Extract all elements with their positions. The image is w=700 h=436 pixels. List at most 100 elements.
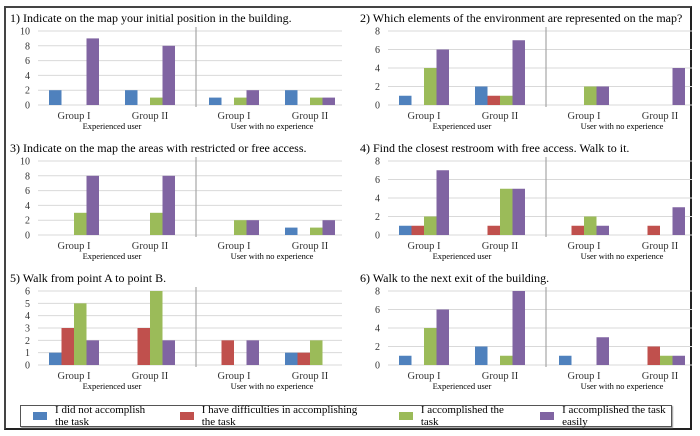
group-label: User with no experience (581, 381, 664, 391)
bar (246, 340, 259, 365)
bar (436, 49, 449, 105)
bar (322, 220, 335, 235)
x-tick-label: Group II (642, 241, 679, 252)
bar (436, 170, 449, 235)
y-tick-label: 6 (375, 305, 380, 316)
y-tick-label: 8 (25, 41, 30, 52)
chart-panel-3: 3) Indicate on the map the areas with re… (6, 140, 346, 270)
y-tick-label: 3 (25, 324, 30, 335)
legend-label: I did not accomplish the task (55, 404, 146, 428)
bar (310, 97, 323, 105)
chart-panel-1: 1) Indicate on the map your initial posi… (6, 10, 346, 140)
x-tick-label: Group I (218, 241, 251, 252)
bar (310, 340, 323, 365)
chart-title: 5) Walk from point A to point B. (10, 271, 167, 285)
chart-title: 1) Indicate on the map your initial posi… (10, 11, 292, 25)
bar (672, 207, 685, 235)
chart-title: 6) Walk to the next exit of the building… (360, 271, 550, 285)
bar (310, 227, 323, 235)
x-tick-label: Group II (482, 241, 519, 252)
x-tick-label: Group I (58, 241, 91, 252)
bar (234, 97, 247, 105)
group-label: Experienced user (83, 251, 142, 261)
bar (162, 175, 175, 235)
y-tick-label: 2 (375, 82, 380, 93)
bar (559, 355, 572, 365)
bar (150, 212, 163, 235)
bar (285, 227, 298, 235)
x-tick-label: Group I (58, 371, 91, 382)
y-tick-label: 10 (20, 157, 30, 168)
bar (49, 352, 62, 365)
bar (74, 212, 87, 235)
y-tick-label: 4 (375, 64, 380, 75)
bar (49, 90, 62, 105)
bar (487, 95, 500, 105)
bar (399, 95, 412, 105)
bar (125, 90, 138, 105)
y-tick-label: 8 (375, 27, 380, 38)
bar (475, 86, 488, 105)
bar (74, 303, 87, 365)
y-tick-label: 6 (25, 56, 30, 67)
bar (500, 95, 513, 105)
y-tick-label: 10 (20, 27, 30, 38)
y-tick-label: 8 (375, 287, 380, 298)
bar (150, 291, 163, 365)
bar (512, 291, 525, 365)
y-tick-label: 4 (25, 311, 30, 322)
chart-title: 2) Which elements of the environment are… (360, 11, 683, 25)
legend-item: I accomplished the task (398, 404, 506, 428)
bar (399, 225, 412, 235)
y-tick-label: 5 (25, 299, 30, 310)
legend-swatch (398, 412, 413, 420)
bar (424, 68, 437, 105)
legend: I did not accomplish the task I have dif… (20, 404, 672, 428)
legend-swatch (540, 412, 555, 420)
x-tick-label: Group I (218, 111, 251, 122)
x-tick-label: Group II (482, 111, 519, 122)
bar (436, 309, 449, 365)
y-tick-label: 4 (25, 201, 30, 212)
bar (660, 355, 673, 365)
y-tick-label: 6 (375, 175, 380, 186)
group-label: Experienced user (433, 121, 492, 131)
bar (322, 97, 335, 105)
bar (487, 225, 500, 235)
y-tick-label: 0 (375, 361, 380, 372)
chart-title: 3) Indicate on the map the areas with re… (10, 141, 307, 155)
group-label: Experienced user (433, 251, 492, 261)
chart-panel-2: 2) Which elements of the environment are… (356, 10, 696, 140)
x-tick-label: Group II (292, 111, 329, 122)
bar (246, 90, 259, 105)
group-label: Experienced user (83, 381, 142, 391)
y-tick-label: 2 (375, 212, 380, 223)
bar (86, 340, 99, 365)
y-tick-label: 0 (25, 231, 30, 242)
bar (411, 225, 424, 235)
chart-title: 4) Find the closest restroom with free a… (360, 141, 630, 155)
x-tick-label: Group I (58, 111, 91, 122)
bar (647, 225, 660, 235)
bar (596, 86, 609, 105)
y-tick-label: 2 (375, 342, 380, 353)
bar (86, 175, 99, 235)
x-tick-label: Group II (132, 111, 169, 122)
bar (150, 97, 163, 105)
group-label: User with no experience (581, 251, 664, 261)
bar (162, 340, 175, 365)
group-label: Experienced user (83, 121, 142, 131)
y-tick-label: 2 (25, 336, 30, 347)
x-tick-label: Group II (132, 371, 169, 382)
x-tick-label: Group I (218, 371, 251, 382)
group-label: Experienced user (433, 381, 492, 391)
x-tick-label: Group II (642, 371, 679, 382)
bar (500, 188, 513, 235)
bar (61, 328, 74, 365)
x-tick-label: Group II (132, 241, 169, 252)
